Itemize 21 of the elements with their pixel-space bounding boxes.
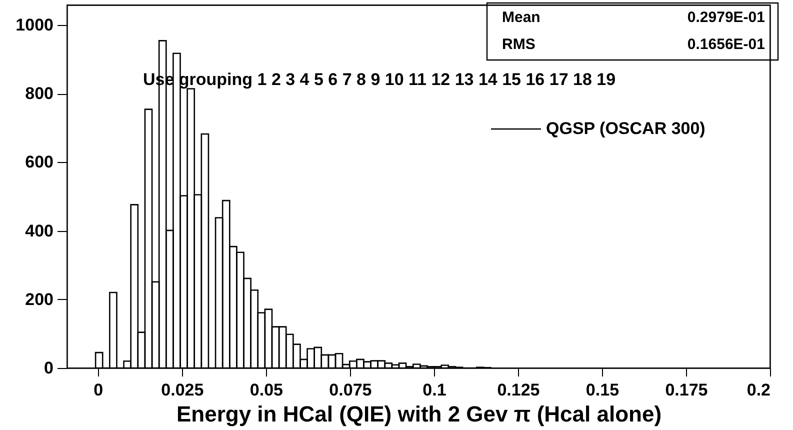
y-tick-label: 600 — [25, 152, 54, 172]
x-tick-label: 0.075 — [329, 380, 372, 400]
y-tick-label: 800 — [25, 84, 54, 104]
x-tick-label: 0.125 — [497, 380, 540, 400]
annotation: 0.2979E-01 — [687, 9, 765, 26]
x-axis-title: Energy in HCal (QIE) with 2 Gev π (Hcal alone) — [176, 402, 662, 426]
x-tick-label: 0.1 — [422, 380, 446, 400]
x-tick-label: 0.175 — [665, 380, 708, 400]
annotation: Mean — [502, 9, 540, 26]
annotation: RMS — [502, 36, 536, 53]
x-tick-label: 0.15 — [586, 380, 620, 400]
y-tick-label: 1000 — [16, 15, 54, 34]
x-tick-label: 0.05 — [250, 380, 283, 400]
y-tick-label: 400 — [25, 221, 54, 240]
x-tick-label: 0 — [94, 380, 104, 400]
legend-label: QGSP (OSCAR 300) — [546, 119, 706, 138]
y-tick-label: 200 — [25, 290, 54, 309]
x-tick-label: 0.2 — [746, 380, 770, 400]
y-tick-label: 0 — [44, 358, 54, 378]
x-tick-label: 0.025 — [161, 380, 204, 400]
annotation: 0.1656E-01 — [687, 36, 765, 53]
